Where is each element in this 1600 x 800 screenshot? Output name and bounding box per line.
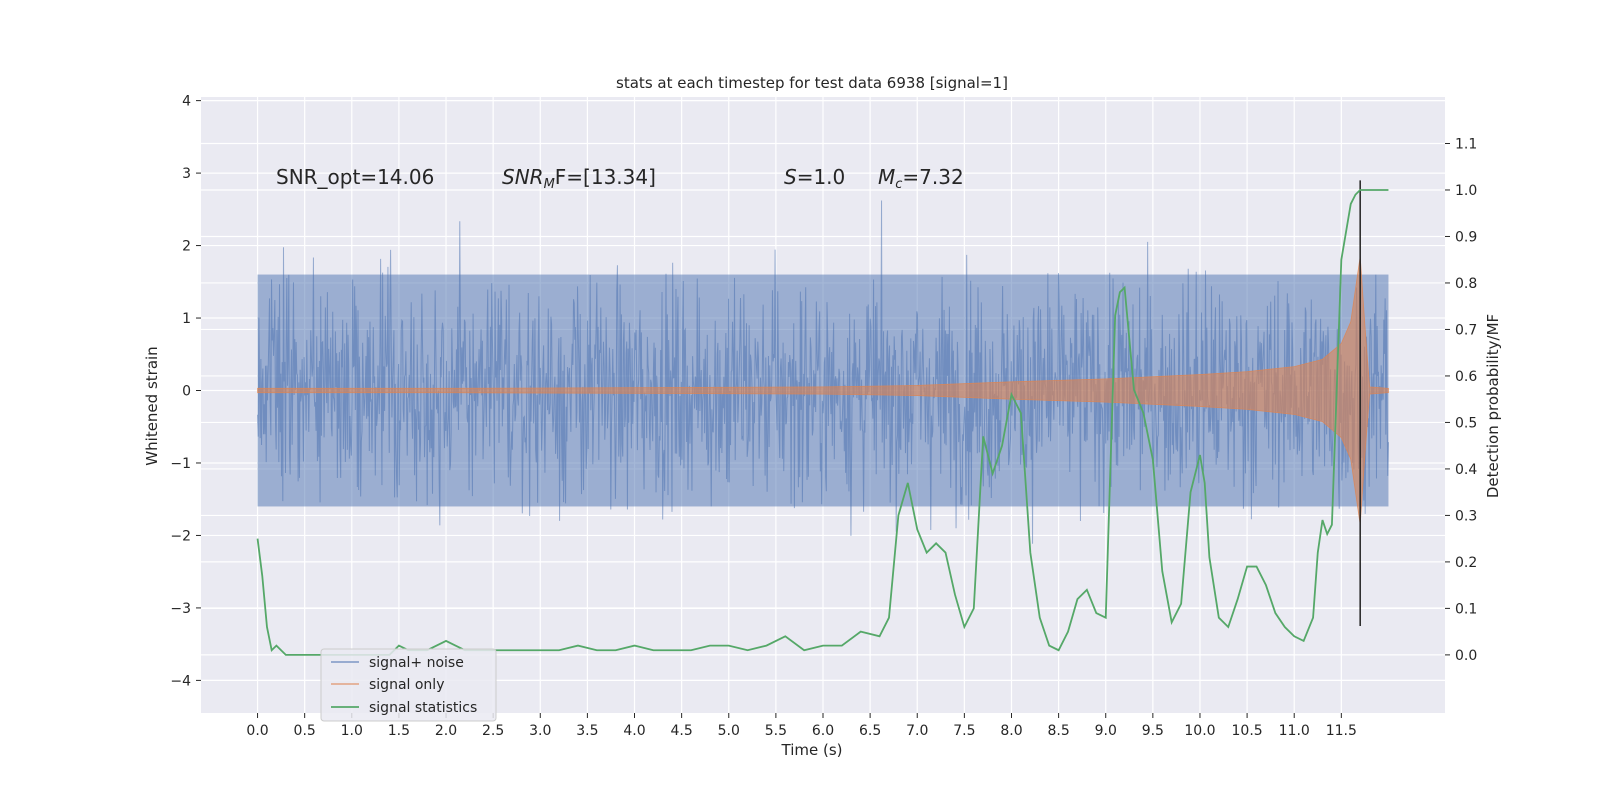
y-tick-label: −4 (170, 673, 191, 689)
y-tick-label: −2 (170, 528, 191, 544)
x-tick-label: 10.0 (1184, 723, 1215, 739)
stats-series (256, 189, 1389, 656)
y-right-tick-label: 0.3 (1455, 508, 1477, 524)
legend-box (320, 648, 497, 722)
x-tick-label: 1.5 (388, 723, 410, 739)
annotation-s: S=1.0 (784, 165, 845, 189)
x-tick-label: 3.0 (529, 723, 551, 739)
x-tick-label: 4.0 (623, 723, 645, 739)
annotation-mc: Mc=7.32 (878, 165, 964, 192)
x-tick-label: 6.0 (812, 723, 834, 739)
x-tick-label: 2.0 (435, 723, 457, 739)
chart-title: stats at each timestep for test data 693… (616, 74, 1008, 92)
legend-label-noise: signal+ noise (369, 655, 464, 671)
legend: signal+ noise signal only signal statist… (320, 648, 497, 722)
x-tick-label: 7.0 (906, 723, 928, 739)
x-tick-label: 3.5 (576, 723, 598, 739)
y-right-tick-label: 0.7 (1455, 322, 1477, 338)
x-tick-label: 8.0 (1000, 723, 1022, 739)
y-right-tick-label: 0.9 (1455, 229, 1477, 245)
annotations: SNR_opt=14.06 SNRMF=[13.34] S=1.0 Mc=7.3… (276, 165, 964, 192)
x-tick-label: 2.5 (482, 723, 504, 739)
y-right-tick-label: 0.5 (1455, 415, 1477, 431)
signal-envelope (257, 256, 1389, 525)
y-tick-label: 4 (182, 94, 191, 110)
y-tick-label: 2 (182, 239, 191, 255)
annotation-snr-opt: SNR_opt=14.06 (276, 165, 434, 189)
y-right-tick-label: 0.2 (1455, 555, 1477, 571)
y-right-tick-label: 0.1 (1455, 601, 1477, 617)
legend-label-stats: signal statistics (369, 700, 477, 716)
y-right-tick-label: 1.1 (1455, 136, 1477, 152)
x-tick-label: 7.5 (953, 723, 975, 739)
x-tick-label: 10.5 (1232, 723, 1263, 739)
y-right-tick-label: 1.0 (1455, 183, 1477, 199)
y-right-tick-label: 0.6 (1455, 369, 1477, 385)
x-tick-label: 5.5 (765, 723, 787, 739)
x-tick-label: 1.0 (341, 723, 363, 739)
y-right-tick-label: 0.4 (1455, 462, 1477, 478)
legend-label-signal: signal only (369, 677, 444, 693)
stats-line (256, 189, 1389, 656)
y-tick-label: −3 (170, 601, 191, 617)
y-tick-label: 3 (182, 166, 191, 182)
x-tick-label: 9.5 (1142, 723, 1164, 739)
y-tick-label: 1 (182, 311, 191, 327)
x-tick-label: 6.5 (859, 723, 881, 739)
x-tick-label: 8.5 (1047, 723, 1069, 739)
signal-series (257, 256, 1389, 525)
x-tick-label: 11.5 (1326, 723, 1357, 739)
x-tick-label: 11.0 (1279, 723, 1310, 739)
x-tick-label: 9.0 (1095, 723, 1117, 739)
x-tick-label: 5.0 (718, 723, 740, 739)
x-tick-label: 0.0 (246, 723, 268, 739)
y-right-tick-label: 0.8 (1455, 276, 1477, 292)
y-right-tick-label: 0.0 (1455, 648, 1477, 664)
x-axis-label: Time (s) (781, 741, 843, 759)
annotation-snr-mf: SNRMF=[13.34] (502, 165, 656, 192)
y-tick-label: 0 (182, 384, 191, 400)
x-tick-label: 4.5 (671, 723, 693, 739)
x-tick-label: 0.5 (294, 723, 316, 739)
y-axis-label-right: Detection probability/MF (1484, 314, 1502, 498)
y-axis-label: Whitened strain (143, 346, 161, 465)
ticks: 0.0 0.5 1.0 1.5 2.0 2.5 3.0 3.5 4.0 4.5 5.0 5.5 6.0 6… (170, 94, 1477, 739)
y-tick-label: −1 (170, 456, 191, 472)
